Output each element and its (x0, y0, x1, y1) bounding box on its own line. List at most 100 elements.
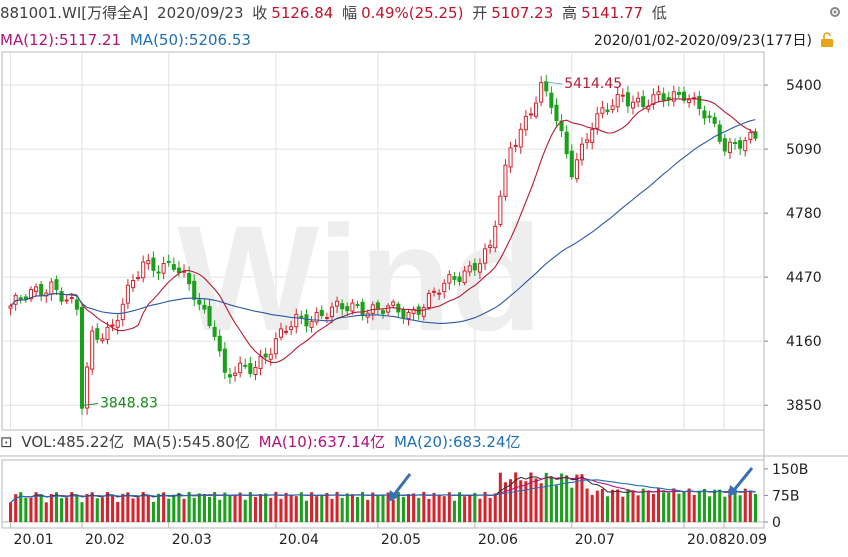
candle-body (289, 326, 294, 331)
candle-body (630, 101, 636, 109)
volume-bar (406, 493, 411, 522)
candle-body (697, 95, 702, 109)
volume-bar (100, 497, 104, 522)
candle-body (166, 260, 171, 263)
volume-bar (233, 495, 237, 522)
volume-bar (478, 498, 482, 522)
ma12-line (10, 97, 756, 364)
volume-bar (335, 491, 339, 522)
vol-ma5-legend: MA(5):545.80亿 (132, 433, 250, 451)
date-tick-label: 20.05 (381, 532, 421, 548)
settings-gear-icon[interactable] (828, 5, 842, 19)
volume-bar (600, 488, 604, 522)
candle-body (380, 310, 386, 314)
volume-bar (524, 481, 528, 522)
candle-body (733, 141, 738, 144)
volume-bar (90, 492, 94, 522)
candle-body (217, 335, 222, 352)
candle-body (85, 366, 90, 409)
quote-date: 2020/09/23 (157, 4, 244, 22)
volume-bar (65, 497, 69, 522)
date-tick-label: 20.07 (575, 532, 615, 548)
change-value: 0.49%(25.25) (361, 4, 464, 22)
volume-bar (509, 479, 513, 522)
candle-body (59, 291, 64, 302)
candle-body (187, 273, 192, 285)
candle-body (391, 301, 396, 306)
toggle-icon[interactable]: ⊡ (0, 433, 13, 451)
candle-body (605, 109, 610, 113)
volume-bar (70, 492, 74, 522)
volume-bar (437, 494, 441, 522)
volume-bar (662, 492, 666, 522)
volume-bar (575, 474, 579, 522)
volume-bar (202, 493, 206, 522)
candle-body (151, 257, 156, 271)
volume-bar (452, 500, 456, 522)
volume-bar (616, 489, 620, 522)
volume-bar (29, 497, 33, 522)
date-tick-label: 20.02 (85, 532, 125, 548)
volume-bar (381, 495, 385, 522)
candle-body (319, 309, 324, 317)
volume-bar (672, 488, 676, 522)
volume-bar (172, 494, 176, 522)
candle-body (564, 131, 569, 155)
volume-bar (146, 494, 150, 522)
volume-bar (667, 492, 671, 522)
candle-body (278, 328, 283, 338)
candle-body (18, 297, 23, 300)
candle-body (483, 248, 488, 264)
low-label: 低 (651, 4, 667, 22)
candle-body (329, 306, 335, 318)
candle-body (513, 144, 518, 147)
candle-body (452, 276, 457, 280)
volume-bar (621, 496, 625, 522)
close-label: 收 (252, 4, 268, 22)
candle-body (136, 276, 141, 280)
volume-bar (223, 492, 227, 522)
candle-body (324, 317, 329, 320)
candle-body (707, 115, 712, 118)
candle-body (641, 96, 646, 108)
open-label: 开 (472, 4, 488, 22)
candle-body (569, 150, 574, 178)
volume-bar (396, 491, 400, 522)
candle-body (263, 353, 268, 358)
candle-body (64, 299, 69, 302)
panel-frame (1, 521, 765, 529)
volume-bar (269, 497, 273, 522)
volume-bar (141, 492, 145, 522)
candle-body (171, 264, 176, 270)
candle-body (202, 304, 207, 310)
volume-bar (549, 476, 553, 522)
candle-body (523, 115, 528, 131)
volume-bar (753, 493, 757, 522)
volume-bar (422, 491, 426, 522)
volume-bar (345, 493, 349, 522)
date-range[interactable]: 2020/01/02-2020/09/23(177日) (593, 33, 812, 49)
volume-bar (49, 494, 53, 522)
open-value: 5107.23 (491, 4, 554, 22)
volume-bar (167, 498, 171, 522)
volume-bar (539, 483, 543, 522)
date-tick-label: 20.09 (727, 532, 767, 548)
candle-body (426, 292, 431, 308)
candle-body (743, 140, 748, 152)
date-tick-label: 20.06 (478, 532, 518, 548)
lock-icon[interactable] (820, 32, 834, 48)
volume-bar (192, 497, 196, 522)
volume-bar (366, 499, 370, 522)
volume-bar (713, 489, 717, 522)
candle-body (590, 129, 595, 143)
volume-legend: ⊡ VOL:485.22亿 MA(5):545.80亿 MA(10):637.1… (0, 432, 848, 456)
candle-body (74, 299, 79, 310)
candle-body (595, 113, 600, 129)
volume-bar (401, 497, 405, 522)
volume-bar (611, 489, 615, 522)
candle-body (238, 362, 243, 374)
volume-tick-label: 150B (772, 462, 808, 478)
volume-bar (355, 497, 360, 522)
candle-body (651, 94, 656, 105)
